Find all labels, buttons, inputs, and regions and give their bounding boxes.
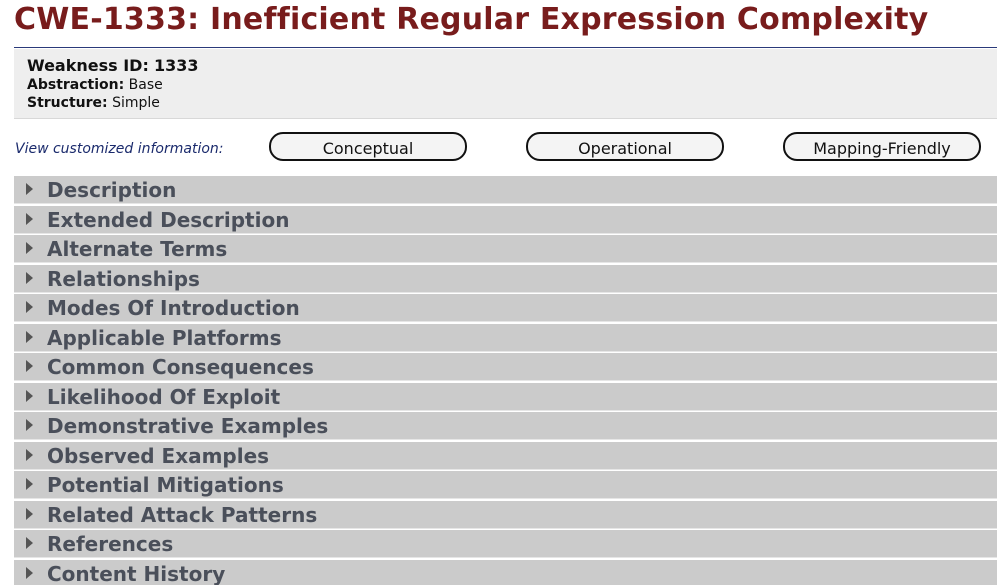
section-likelihood-of-exploit[interactable]: Likelihood Of Exploit <box>14 382 997 411</box>
section-relationships[interactable]: Relationships <box>14 264 997 293</box>
section-common-consequences[interactable]: Common Consequences <box>14 353 997 382</box>
weakness-summary: Weakness ID: 1333 Abstraction: Base Stru… <box>14 49 997 119</box>
triangle-right-icon <box>26 478 33 491</box>
section-extended-description[interactable]: Extended Description <box>14 205 997 234</box>
conceptual-view-button[interactable]: Conceptual <box>269 132 467 161</box>
section-label: Related Attack Patterns <box>47 502 318 527</box>
section-observed-examples[interactable]: Observed Examples <box>14 441 997 470</box>
section-alternate-terms[interactable]: Alternate Terms <box>14 235 997 264</box>
structure-value: Simple <box>112 95 160 111</box>
section-label: Demonstrative Examples <box>47 414 329 439</box>
section-references[interactable]: References <box>14 530 997 559</box>
triangle-right-icon <box>26 212 33 225</box>
triangle-right-icon <box>26 389 33 402</box>
title-divider <box>14 47 997 48</box>
section-label: Extended Description <box>47 207 290 232</box>
triangle-right-icon <box>26 507 33 520</box>
section-label: Common Consequences <box>47 355 314 380</box>
weakness-id-label: Weakness ID: <box>27 56 149 75</box>
section-applicable-platforms[interactable]: Applicable Platforms <box>14 323 997 352</box>
abstraction-value: Base <box>128 77 163 93</box>
triangle-right-icon <box>26 183 33 195</box>
triangle-right-icon <box>26 360 33 373</box>
structure-label: Structure: <box>27 95 108 111</box>
section-label: References <box>47 532 174 557</box>
abstraction-label: Abstraction: <box>27 77 125 93</box>
section-description[interactable]: Description <box>14 176 997 204</box>
section-label: Relationships <box>47 266 200 291</box>
operational-view-button[interactable]: Operational <box>526 132 724 161</box>
triangle-right-icon <box>26 330 33 343</box>
weakness-id-value: 1333 <box>153 56 199 75</box>
triangle-right-icon <box>26 448 33 461</box>
section-label: Content History <box>47 561 226 585</box>
triangle-right-icon <box>26 242 33 255</box>
section-content-history[interactable]: Content History <box>14 559 997 585</box>
page-title: CWE-1333: Inefficient Regular Expression… <box>14 2 929 37</box>
triangle-right-icon <box>26 301 33 314</box>
section-label: Potential Mitigations <box>47 473 284 498</box>
section-label: Applicable Platforms <box>47 325 282 350</box>
triangle-right-icon <box>26 419 33 432</box>
view-customized-label: View customized information: <box>15 141 224 157</box>
section-related-attack-patterns[interactable]: Related Attack Patterns <box>14 500 997 529</box>
section-label: Alternate Terms <box>47 237 228 262</box>
triangle-right-icon <box>26 566 33 579</box>
section-potential-mitigations[interactable]: Potential Mitigations <box>14 471 997 500</box>
structure: Structure: Simple <box>27 95 160 111</box>
triangle-right-icon <box>26 537 33 550</box>
triangle-right-icon <box>26 271 33 284</box>
section-modes-of-introduction[interactable]: Modes Of Introduction <box>14 294 997 323</box>
section-label: Description <box>47 178 177 202</box>
weakness-id: Weakness ID: 1333 <box>27 56 198 75</box>
abstraction: Abstraction: Base <box>27 77 163 93</box>
section-list: Description Extended Description Alterna… <box>14 176 997 585</box>
section-demonstrative-examples[interactable]: Demonstrative Examples <box>14 412 997 441</box>
section-label: Observed Examples <box>47 443 270 468</box>
mapping-friendly-view-button[interactable]: Mapping-Friendly <box>783 132 981 161</box>
section-label: Modes Of Introduction <box>47 296 300 321</box>
section-label: Likelihood Of Exploit <box>47 384 281 409</box>
